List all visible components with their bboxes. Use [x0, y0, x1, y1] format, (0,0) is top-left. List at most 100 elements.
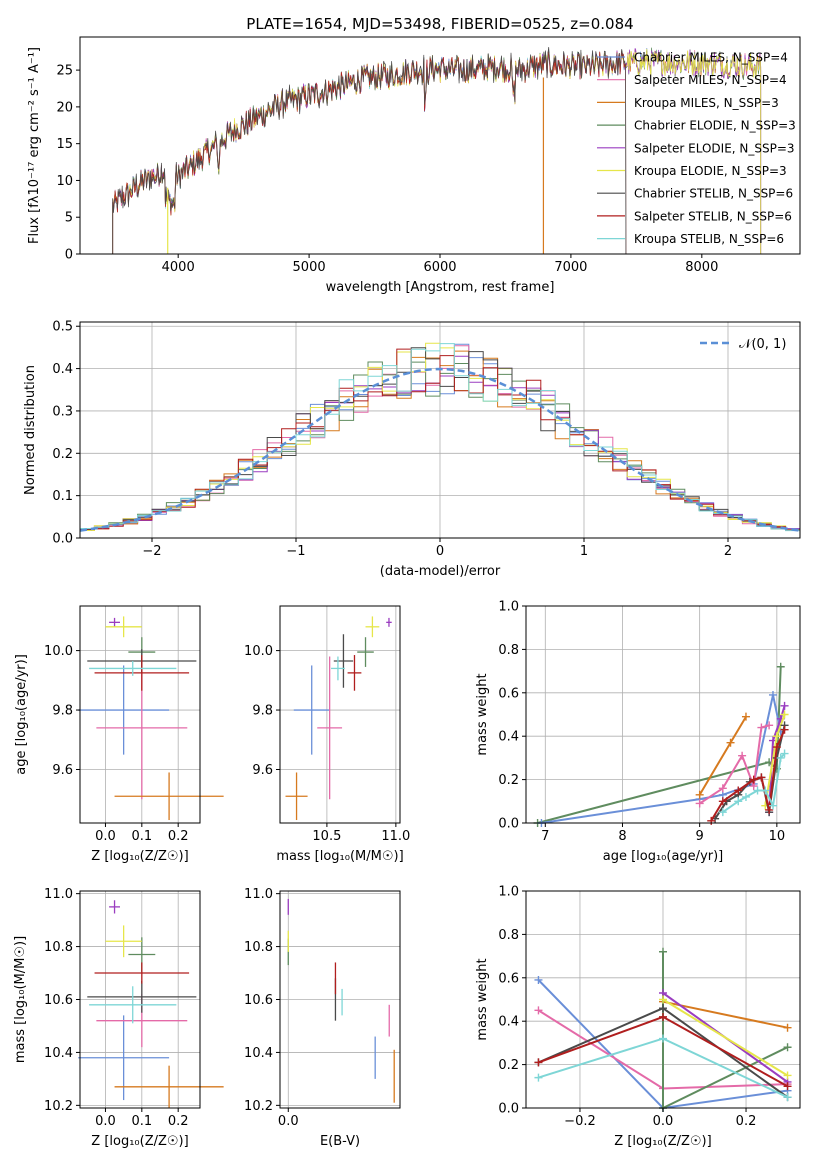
y-tick-label: 0.6: [498, 686, 519, 701]
weight-marker-salpeter-stelib: [783, 1082, 792, 1091]
weight-marker-salpeter-stelib: [765, 805, 774, 814]
legend-label: Kroupa STELIB, N_SSP=6: [634, 232, 784, 246]
histogram-kroupa-stelib: [79, 343, 800, 538]
y-tick-label: 0.4: [52, 362, 73, 377]
weight-marker-kroupa-stelib: [659, 1034, 667, 1043]
y-tick-label: 10.6: [44, 993, 73, 1008]
legend-label: Kroupa MILES, N_SSP=3: [634, 96, 779, 110]
weight-marker-salpeter-miles: [757, 723, 766, 732]
y-tick-label: 9.6: [252, 763, 273, 778]
x-tick-label: 8: [618, 829, 626, 844]
y-tick-label: 9.8: [52, 704, 73, 719]
y-tick-label: 9.6: [52, 763, 73, 778]
y-tick-label: 0.2: [52, 447, 73, 462]
y-tick-label: 11.0: [44, 887, 73, 902]
weight-marker-kroupa-stelib: [768, 801, 777, 810]
y-tick-label: 10.2: [44, 1099, 73, 1114]
x-tick-label: 5000: [293, 260, 326, 275]
y-tick-label: 1.0: [498, 600, 519, 615]
plot-content: 𝒩(0, 1): [79, 337, 801, 538]
axes-frame: 10.5 11.0 9.6 9.8 10.0 mass [log₁₀(M/M☉)]: [244, 605, 410, 864]
weight-line-kroupa-elodie: [662, 998, 789, 1077]
axes-frame: −2 −1 0 1 2 0.0 0.1 0.2 0.3 0.4 0.5 (data-model)/er…: [23, 320, 801, 579]
x-tick-label: 0: [436, 544, 444, 559]
weight-marker-chabrier-miles: [534, 975, 543, 984]
y-tick-label: 0.1: [52, 489, 73, 504]
x-tick-label: 0.0: [653, 1114, 674, 1129]
axes-frame: −0.2 0.0 0.2 0.0 0.2 0.4 0.6 0.8 1.0 Z [log₁₀(Z/Z…: [475, 885, 801, 1149]
y-tick-label: 10.0: [244, 644, 273, 659]
x-tick-label: 8000: [685, 260, 718, 275]
plot-content: [533, 662, 789, 827]
weight-marker-kroupa-stelib: [761, 786, 770, 795]
weight-marker-kroupa-miles: [783, 1023, 792, 1032]
y-tick-label: 11.0: [244, 887, 273, 902]
y-tick-label: 10.8: [244, 940, 273, 955]
axes-border: [279, 605, 401, 824]
x-tick-label: 0.2: [168, 829, 189, 844]
weight-marker-kroupa-stelib: [534, 1073, 543, 1082]
x-tick-label: 11.0: [381, 829, 410, 844]
x-tick-label: −2: [142, 544, 161, 559]
axes-frame: 0.0 0.1 0.2 9.6 9.8 10.0 Z [log₁₀(Z/Z☉)] age [l…: [14, 605, 201, 864]
panel-3: 0.0 0.1 0.2 9.6 9.8 10.0 Z [log₁₀(Z/Z☉)] age [l…: [14, 605, 224, 864]
x-tick-label: 9: [696, 829, 704, 844]
panel-8: −0.2 0.0 0.2 0.0 0.2 0.4 0.6 0.8 1.0 Z [log₁₀(Z/Z…: [475, 885, 801, 1149]
weight-line-salpeter-stelib: [710, 729, 786, 822]
y-tick-label: 0.0: [52, 532, 73, 547]
axes-frame: 0.0 0.1 0.2 10.2 10.4 10.6 10.8 11.0 Z [log₁₀(Z/…: [13, 887, 201, 1149]
panel-6: 0.0 0.1 0.2 10.2 10.4 10.6 10.8 11.0 Z [log₁₀(Z/…: [13, 887, 224, 1149]
y-axis-label: mass [log₁₀(M/M☉)]: [13, 936, 28, 1063]
weight-marker-kroupa-elodie: [783, 1071, 792, 1080]
x-tick-label: 10: [769, 829, 786, 844]
weight-marker-kroupa-stelib: [780, 749, 789, 758]
panel-7: 0.0 10.2 10.4 10.6 10.8 11.0 E(B-V): [244, 887, 401, 1149]
y-tick-label: 10.2: [244, 1099, 273, 1114]
x-axis-label: Z [log₁₀(Z/Z☉)]: [91, 1134, 188, 1149]
spectrum-chabrier-stelib: [112, 47, 627, 255]
weight-marker-kroupa-elodie: [780, 710, 789, 719]
weight-marker-salpeter-miles: [534, 1006, 543, 1015]
weight-marker-salpeter-stelib: [734, 786, 743, 795]
axes-frame: 4000 5000 6000 7000 8000 0 5 10 15 20 25 wavelength…: [27, 36, 801, 295]
y-axis-label: Normed distribution: [23, 365, 38, 495]
weight-marker-salpeter-stelib: [534, 1058, 543, 1067]
y-axis-label: mass weight: [475, 673, 490, 755]
weight-marker-salpeter-miles: [738, 751, 747, 760]
y-tick-label: 0.4: [498, 730, 519, 745]
weight-marker-chabrier-elodie: [776, 662, 785, 671]
weight-marker-kroupa-stelib: [718, 808, 727, 817]
y-tick-label: 0.8: [498, 643, 519, 658]
plot-area: [280, 606, 400, 823]
y-tick-label: 10: [56, 174, 73, 189]
weight-marker-kroupa-stelib: [783, 1093, 792, 1102]
legend-label: Chabrier ELODIE, N_SSP=3: [634, 119, 796, 133]
weight-marker-salpeter-miles: [718, 784, 727, 793]
x-tick-label: −1: [286, 544, 305, 559]
weight-marker-chabrier-elodie: [659, 947, 667, 956]
weight-marker-kroupa-stelib: [776, 753, 785, 762]
x-axis-label: E(B-V): [320, 1134, 360, 1149]
legend-label: 𝒩(0, 1): [739, 337, 786, 352]
y-tick-label: 1.0: [498, 885, 519, 900]
x-axis-label: age [log₁₀(age/yr)]: [603, 849, 724, 864]
panel-5: 7 8 9 10 0.0 0.2 0.4 0.6 0.8 1.0 age [log₁₀(age/yr…: [475, 600, 801, 864]
weight-marker-salpeter-miles: [765, 721, 774, 730]
weight-marker-kroupa-miles: [741, 712, 750, 721]
y-tick-label: 0: [65, 248, 73, 263]
y-tick-label: 10.4: [44, 1046, 73, 1061]
legend-label: Salpeter STELIB, N_SSP=6: [634, 209, 792, 223]
y-tick-label: 0.0: [498, 1102, 519, 1117]
weight-marker-kroupa-stelib: [753, 786, 762, 795]
normal-curve: [79, 367, 801, 532]
x-tick-label: 0.1: [131, 1114, 152, 1129]
weight-marker-chabrier-stelib: [659, 1004, 667, 1013]
panel-4: 10.5 11.0 9.6 9.8 10.0 mass [log₁₀(M/M☉)]: [244, 605, 410, 864]
plot-content: [285, 616, 392, 821]
x-tick-label: 6000: [423, 260, 456, 275]
axes-frame: 7 8 9 10 0.0 0.2 0.4 0.6 0.8 1.0 age [log₁₀(age/yr…: [475, 600, 801, 864]
legend-label: Salpeter MILES, N_SSP=4: [634, 73, 787, 87]
y-tick-label: 10.6: [244, 993, 273, 1008]
y-tick-label: 0.8: [498, 928, 519, 943]
